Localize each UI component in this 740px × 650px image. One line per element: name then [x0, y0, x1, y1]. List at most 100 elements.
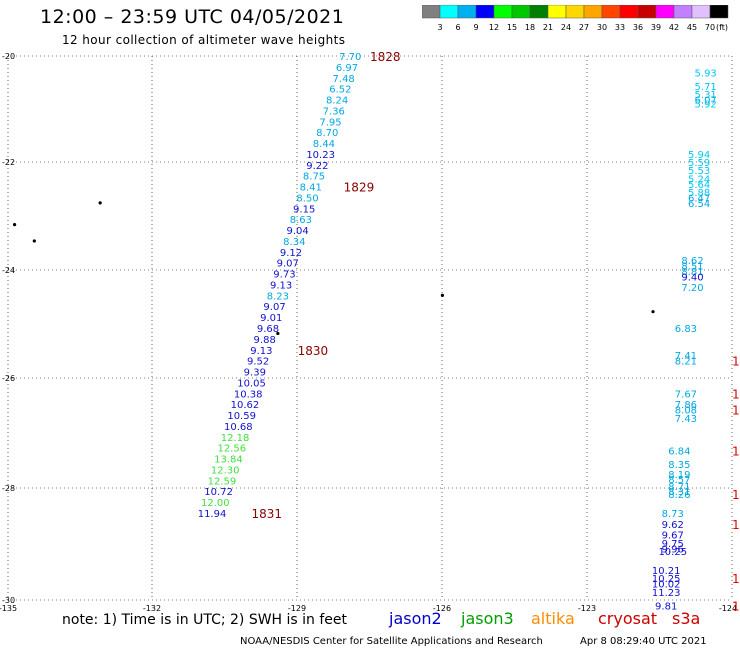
wave-height-value: 8.35 — [668, 460, 690, 471]
legend-altika: altika — [531, 609, 575, 628]
wave-height-value: 9.52 — [247, 357, 269, 368]
footer-note: note: 1) Time is in UTC; 2) SWH is in fe… — [62, 612, 348, 628]
y-tick-label: -28 — [2, 484, 15, 493]
color-scale-swatch — [439, 5, 459, 19]
axes: -20 -22 -24 -26 -28 -30-135 -132 -129 -126 -123 -1… — [0, 52, 737, 613]
island-marker — [12, 223, 17, 227]
color-scale-swatch — [637, 5, 657, 19]
wave-height-value: 8.57 — [668, 475, 690, 486]
wave-height-value: 8.08 — [675, 406, 697, 417]
wave-height-value: 9.67 — [662, 531, 684, 542]
wave-height-value: 10.38 — [234, 389, 263, 400]
wave-height-value: 7.67 — [675, 389, 697, 400]
wave-height-value: 5.59 — [688, 158, 710, 169]
wave-height-value: 6.84 — [668, 446, 690, 457]
color-scale-swatch — [493, 5, 513, 19]
color-scale-tick: 24 — [561, 23, 571, 32]
wave-height-value: 9.01 — [260, 313, 282, 324]
color-scale-tick: 30 — [597, 23, 607, 32]
color-scale-tick: 27 — [579, 23, 589, 32]
color-scale-tick: 39 — [651, 23, 661, 32]
color-scale-tick: 42 — [669, 23, 679, 32]
color-scale-tick: 21 — [543, 23, 553, 32]
wave-height-value: 8.71 — [668, 482, 690, 493]
wave-height-value: 9.04 — [286, 226, 308, 237]
wave-height-value: 9.12 — [280, 248, 302, 259]
wave-height-value: 5.93 — [695, 68, 717, 79]
x-tick-label: -126 — [433, 604, 451, 613]
wave-height-value: 7.20 — [681, 283, 703, 294]
wave-height-value: 5.31 — [695, 90, 717, 101]
color-scale-legend: 3 6 9 12 15 18 21 24 27 30 33 36 39 42 45 70 (ft) — [422, 5, 729, 32]
color-scale-tick: 9 — [473, 23, 478, 32]
color-scale-swatch — [511, 5, 531, 19]
color-scale-tick: 6 — [455, 23, 460, 32]
y-tick-label: -20 — [2, 52, 15, 61]
wave-height-value: 10.25 — [658, 547, 687, 558]
y-tick-label: -24 — [2, 266, 15, 275]
wave-height-value: 5.92 — [695, 99, 717, 110]
wave-height-value: 11.23 — [652, 588, 681, 599]
wave-height-value: 10.62 — [231, 400, 260, 411]
color-scale-swatch — [601, 5, 621, 19]
color-scale-swatch — [529, 5, 549, 19]
footer-date: Apr 8 08:29:40 UTC 2021 — [580, 636, 707, 647]
legend-s3a: s3a — [672, 609, 701, 628]
wave-height-value: 6.47 — [688, 193, 710, 204]
time-label: 1830 — [298, 344, 329, 358]
wave-height-value: 11.94 — [198, 509, 227, 520]
color-scale-tick: 15 — [507, 23, 517, 32]
wave-height-value: 8.44 — [313, 139, 335, 150]
island-marker — [276, 331, 280, 336]
wave-height-value: 5.64 — [688, 180, 710, 191]
wave-height-value: 6.07 — [695, 96, 717, 107]
wave-height-value: 6.83 — [675, 324, 697, 335]
wave-height-value: 5.71 — [695, 82, 717, 93]
wave-height-value: 7.95 — [319, 117, 341, 128]
color-scale-tick: 70 — [705, 23, 715, 32]
wave-height-value: 8.75 — [303, 172, 325, 183]
wave-height-value: 12.30 — [211, 465, 240, 476]
x-tick-label: -129 — [288, 604, 306, 613]
wave-height-value: 8.34 — [283, 237, 305, 248]
wave-height-value: 7.43 — [675, 414, 697, 425]
wave-height-value: 12.56 — [217, 444, 246, 455]
color-scale-swatch — [457, 5, 477, 19]
wave-height-value: 9.39 — [244, 368, 266, 379]
wave-height-value: 10.23 — [306, 150, 335, 161]
wave-height-value: 9.15 — [293, 204, 315, 215]
wave-height-value: 9.81 — [655, 601, 677, 612]
color-scale-swatch — [691, 5, 711, 19]
island-markers — [12, 201, 655, 336]
wave-height-value: 7.86 — [675, 400, 697, 411]
color-scale-swatch — [565, 5, 585, 19]
color-scale-swatch — [547, 5, 567, 19]
y-tick-label: -30 — [2, 596, 15, 605]
color-scale-tick: 33 — [615, 23, 625, 32]
x-tick-label: -123 — [578, 604, 596, 613]
wave-height-points: 7.706.977.486.528.247.367.958.708.4410.2… — [198, 52, 717, 612]
wave-height-value: 8.50 — [296, 193, 318, 204]
wave-height-value: 8.26 — [668, 490, 690, 501]
wave-height-value: 10.05 — [237, 378, 266, 389]
time-label: 1829 — [344, 181, 375, 195]
legend-jason2: jason2 — [389, 609, 442, 628]
wave-height-value: 6.97 — [336, 63, 358, 74]
wave-height-value: 6.52 — [329, 85, 351, 96]
wave-height-value: 8.23 — [267, 291, 289, 302]
wave-height-value: 10.25 — [652, 574, 681, 585]
wave-height-value: 9.88 — [254, 335, 276, 346]
wave-height-value: 9.75 — [662, 539, 684, 550]
wave-height-value: 5.24 — [688, 174, 710, 185]
wave-height-value: 9.68 — [257, 324, 279, 335]
island-marker — [651, 310, 655, 314]
island-marker — [98, 201, 102, 205]
wave-height-value: 9.40 — [681, 272, 703, 283]
wave-height-value: 8.73 — [662, 509, 684, 520]
wave-height-value: 8.51 — [681, 261, 703, 272]
wave-height-value: 7.48 — [333, 74, 355, 85]
wave-height-value: 8.31 — [668, 487, 690, 498]
wave-height-value: 8.63 — [290, 215, 312, 226]
x-tick-label: -124 — [719, 604, 737, 613]
